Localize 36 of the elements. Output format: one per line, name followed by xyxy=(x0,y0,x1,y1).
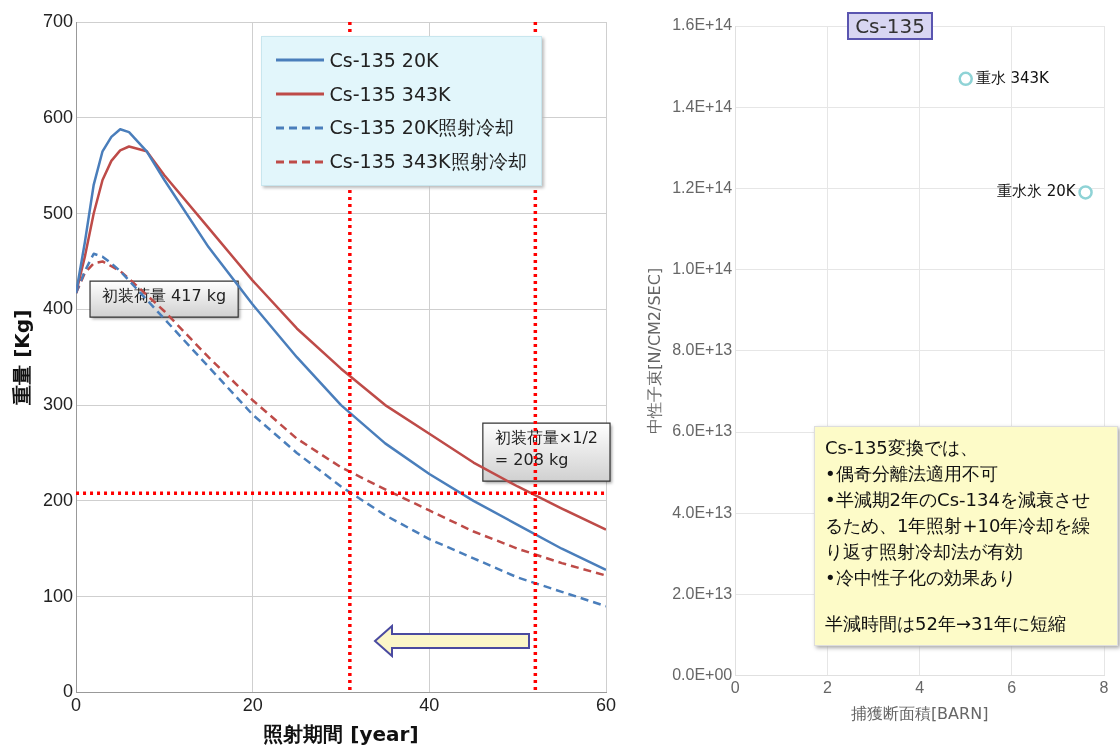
x-tick-label: 20 xyxy=(242,695,263,716)
legend-label: Cs-135 20K照射冷却 xyxy=(329,115,515,140)
y-tick-label: 500 xyxy=(42,202,74,223)
y-tick-label: 1.6E+14 xyxy=(672,16,733,34)
legend-label: Cs-135 343K照射冷却 xyxy=(329,149,527,174)
y-axis-title: 重量 [Kg] xyxy=(10,309,35,406)
chart-title: Cs-135 xyxy=(847,12,933,40)
annotation: 半減時間は52年→31年に短縮 xyxy=(825,611,1067,636)
x-tick-label: 8 xyxy=(1099,678,1109,696)
y-tick-label: 700 xyxy=(42,10,74,31)
legend-label: Cs-135 20K xyxy=(329,49,439,71)
legend-label: Cs-135 343K xyxy=(329,83,451,105)
y-tick-label: 1.0E+14 xyxy=(672,260,733,278)
y-tick-label: 8.0E+13 xyxy=(672,341,733,359)
y-tick-label: 2.0E+13 xyxy=(672,584,733,602)
x-tick-label: 4 xyxy=(915,678,925,696)
y-tick-label: 1.2E+14 xyxy=(672,178,733,196)
y-tick-label: 400 xyxy=(42,298,74,319)
y-tick-label: 0.0E+00 xyxy=(672,666,733,684)
x-tick-label: 2 xyxy=(822,678,832,696)
y-tick-label: 4.0E+13 xyxy=(672,503,733,521)
y-tick-label: 300 xyxy=(42,394,74,415)
y-tick-label: 200 xyxy=(42,489,74,510)
x-tick-label: 60 xyxy=(595,695,617,716)
annotation: Cs-135変換では、 •偶奇分離法適用不可 •半減期2年のCs-134を減衰させるため、1年照射+10年冷却を繰り返す照射冷却法が有効 •冷中性子化の効果あり xyxy=(825,435,1092,590)
y-tick-label: 600 xyxy=(42,106,74,127)
x-axis-title: 捕獲断面積[BARN] xyxy=(850,703,989,723)
annotation: 重水氷 20K xyxy=(996,182,1077,201)
y-axis-title: 中性子束[N/CM2/SEC] xyxy=(644,267,664,434)
y-tick-label: 1.4E+14 xyxy=(672,97,733,115)
y-tick-label: 100 xyxy=(42,585,74,606)
y-tick-label: 6.0E+13 xyxy=(672,422,733,440)
annotation: 重水 343K xyxy=(975,68,1051,87)
x-tick-label: 40 xyxy=(419,695,440,716)
x-tick-label: 6 xyxy=(1007,678,1017,696)
x-axis-title: 照射期間 [year] xyxy=(263,722,419,747)
